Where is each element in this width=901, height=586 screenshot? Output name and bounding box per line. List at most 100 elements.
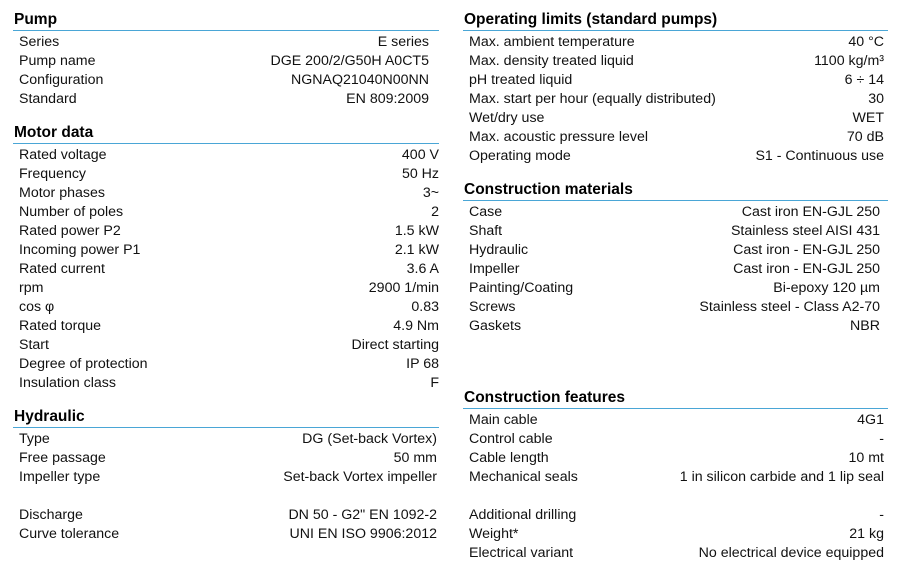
spec-value: 10 mt — [848, 450, 884, 466]
spec-label: Insulation class — [19, 375, 116, 391]
spec-row: Rated voltage 400 V — [13, 146, 439, 165]
spec-value: 2900 1/min — [368, 280, 439, 296]
section-title: Hydraulic — [14, 408, 85, 425]
spec-row: Painting/Coating Bi-epoxy 120 µm — [463, 279, 888, 298]
spec-value: F — [430, 375, 439, 391]
spec-label: Additional drilling — [469, 507, 577, 523]
spec-value: 0.83 — [411, 299, 439, 315]
spec-value: 40 °C — [848, 34, 884, 50]
spec-row: Electrical variant No electrical device e… — [463, 544, 888, 563]
spec-value: 400 V — [401, 147, 439, 163]
spec-label: Configuration — [19, 72, 104, 88]
spec-row: Wet/dry use WET — [463, 109, 888, 128]
spec-label: Frequency — [19, 166, 87, 182]
hydraulic-section: Hydraulic Type DG (Set-back Vortex) Free p… — [13, 408, 439, 544]
spec-row: Main cable 4G1 — [463, 411, 888, 430]
section-divider — [463, 408, 888, 409]
spec-value: - — [879, 507, 884, 523]
spec-label: Cable length — [469, 450, 549, 466]
spec-label: Rated voltage — [19, 147, 107, 163]
spec-label: Hydraulic — [469, 242, 529, 258]
spec-row: Rated power P2 1.5 kW — [13, 222, 439, 241]
spec-row: Control cable - — [463, 430, 888, 449]
spec-row: Degree of protection IP 68 — [13, 355, 439, 374]
spec-value: Cast iron EN-GJL 250 — [741, 204, 880, 220]
spec-value: EN 809:2009 — [346, 91, 429, 107]
construction-materials-section: Construction materials Case Cast iron EN-… — [463, 181, 888, 336]
spec-label: Control cable — [469, 431, 553, 447]
spec-label: Series — [19, 34, 60, 50]
spec-label: Curve tolerance — [19, 526, 120, 542]
section-divider — [463, 30, 888, 31]
spec-label: Impeller type — [19, 469, 101, 485]
spec-row: Impeller Cast iron - EN-GJL 250 — [463, 260, 888, 279]
spec-label: Impeller — [469, 261, 520, 277]
spec-value: NGNAQ21040N00NN — [291, 72, 429, 88]
spec-row: Weight* 21 kg — [463, 525, 888, 544]
pump-section: Pump Series E series Pump name DGE 200/2/G5… — [13, 11, 439, 109]
spec-row: Rated current 3.6 A — [13, 260, 439, 279]
spec-label: Discharge — [19, 507, 83, 523]
spec-row: Hydraulic Cast iron - EN-GJL 250 — [463, 241, 888, 260]
spec-row: Max. acoustic pressure level 70 dB — [463, 128, 888, 147]
section-divider — [463, 200, 888, 201]
spec-row: Operating mode S1 - Continuous use — [463, 147, 888, 166]
spec-row: Shaft Stainless steel AISI 431 — [463, 222, 888, 241]
spec-row: Screws Stainless steel - Class A2-70 — [463, 298, 888, 317]
spec-value: IP 68 — [406, 356, 439, 372]
motor-data-section: Motor data Rated voltage 400 V Frequency 50… — [13, 124, 439, 393]
section-title: Motor data — [14, 124, 94, 141]
spec-value: 1 in silicon carbide and 1 lip seal — [679, 469, 884, 485]
spec-label: cos φ — [19, 299, 55, 315]
spec-row: Gaskets NBR — [463, 317, 888, 336]
spec-label: Rated torque — [19, 318, 102, 334]
section-title: Pump — [14, 11, 58, 28]
spec-label: Type — [19, 431, 50, 447]
spec-label: Operating mode — [469, 148, 571, 164]
spec-row: Free passage 50 mm — [13, 449, 439, 468]
spec-value: NBR — [850, 318, 880, 334]
spec-row: pH treated liquid 6 ÷ 14 — [463, 71, 888, 90]
spec-label: pH treated liquid — [469, 72, 573, 88]
spec-label: Pump name — [19, 53, 96, 69]
spec-label: Max. ambient temperature — [469, 34, 635, 50]
spec-value: 21 kg — [849, 526, 884, 542]
spec-value: Stainless steel AISI 431 — [730, 223, 880, 239]
spec-label: Max. start per hour (equally distributed… — [469, 91, 716, 107]
spec-row: Curve tolerance UNI EN ISO 9906:2012 — [13, 525, 439, 544]
spec-label: Main cable — [469, 412, 538, 428]
section-title: Construction features — [464, 389, 626, 406]
spec-label: Max. density treated liquid — [469, 53, 634, 69]
spec-label: Max. acoustic pressure level — [469, 129, 648, 145]
spec-value: 6 ÷ 14 — [844, 72, 884, 88]
spec-value: UNI EN ISO 9906:2012 — [289, 526, 437, 542]
spec-value: WET — [852, 110, 884, 126]
spec-value: 50 Hz — [401, 166, 439, 182]
section-divider — [13, 427, 439, 428]
spec-label: Electrical variant — [469, 545, 574, 561]
construction-features-section: Construction features Main cable 4G1 Contr… — [463, 389, 888, 563]
spec-value: Stainless steel - Class A2-70 — [699, 299, 880, 315]
spec-value: 70 dB — [846, 129, 884, 145]
spec-value: 1.5 kW — [394, 223, 439, 239]
spec-value: Bi-epoxy 120 µm — [773, 280, 880, 296]
spec-row: Case Cast iron EN-GJL 250 — [463, 203, 888, 222]
spec-value: - — [879, 431, 884, 447]
spec-value: Direct starting — [351, 337, 439, 353]
spec-value: No electrical device equipped — [698, 545, 884, 561]
section-divider — [13, 30, 439, 31]
spec-label: Mechanical seals — [469, 469, 578, 485]
spec-label: Gaskets — [469, 318, 522, 334]
spec-label: Number of poles — [19, 204, 124, 220]
section-divider — [13, 143, 439, 144]
spec-row: Configuration NGNAQ21040N00NN — [13, 71, 439, 90]
spec-value: S1 - Continuous use — [755, 148, 884, 164]
spec-row: Incoming power P1 2.1 kW — [13, 241, 439, 260]
spec-label: Degree of protection — [19, 356, 148, 372]
spec-row: Rated torque 4.9 Nm — [13, 317, 439, 336]
spec-row: Discharge DN 50 - G2" EN 1092-2 — [13, 506, 439, 525]
spec-label: Rated current — [19, 261, 105, 277]
spec-value: 3.6 A — [406, 261, 439, 277]
spec-value: Set-back Vortex impeller — [283, 469, 437, 485]
spec-label: Painting/Coating — [469, 280, 574, 296]
